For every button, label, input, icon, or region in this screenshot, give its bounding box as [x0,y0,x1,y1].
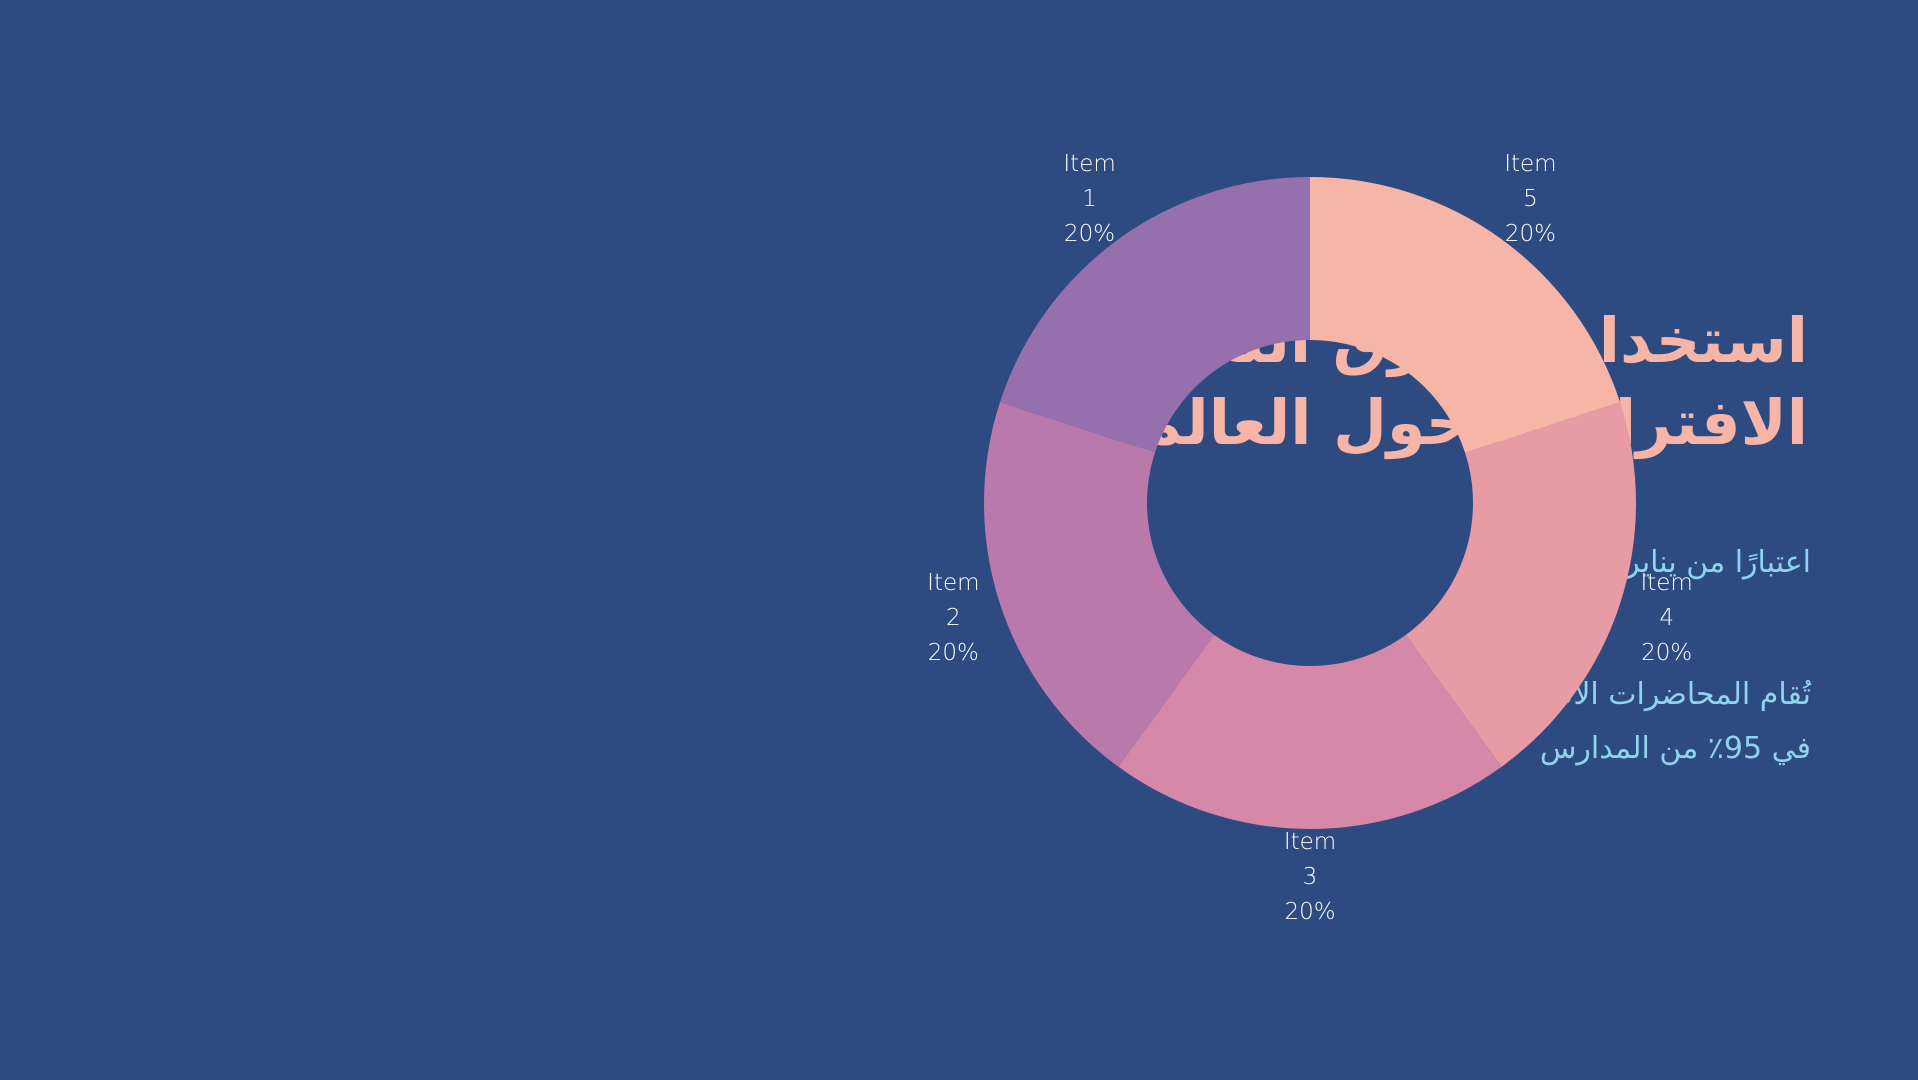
slice [1118,634,1502,830]
category-label: Item 1 [1063,150,1116,212]
category-label: Item 4 [1640,569,1693,631]
category-label: Item 2 [927,569,980,631]
paragraph: في 95٪ من المدارس [1539,731,1811,766]
value-label: 20% [1064,220,1116,247]
slice [984,402,1215,767]
slice-label: Item 3 20% [1275,825,1345,930]
value-label: 20% [1641,639,1693,666]
paragraph: اعتبارًا من يناير [1625,545,1811,580]
slice-label: Item 1 20% [1055,147,1125,252]
value-label: 20% [1284,899,1336,925]
slice-label: Item 4 20% [1632,566,1702,671]
value-label: 20% [927,639,979,666]
value-label: 20% [1504,220,1556,247]
category-label: Item 3 [1283,829,1337,890]
slice-label: Item 2 20% [918,566,988,671]
slice [1405,402,1636,767]
slice [1310,177,1621,453]
slice-label: Item 5 20% [1495,147,1565,252]
category-label: Item 5 [1504,150,1557,212]
slice [999,177,1310,453]
